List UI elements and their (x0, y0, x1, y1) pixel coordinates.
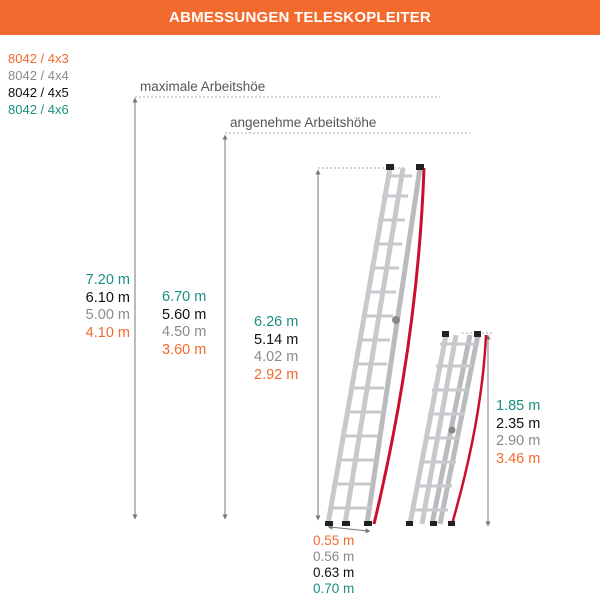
page-title: ABMESSUNGEN TELESKOPLEITER (169, 9, 431, 26)
max-height-label: maximale Arbeitshöe (140, 79, 266, 94)
model-legend: 8042 / 4x3 8042 / 4x4 8042 / 4x5 8042 / … (8, 50, 69, 118)
folded-height-4x4: 2.90 m (496, 433, 541, 449)
legend-item-4x3: 8042 / 4x3 (8, 51, 69, 66)
extended-ladder (325, 164, 426, 526)
folded-height-4x3: 3.46 m (496, 450, 541, 467)
max-height-4x3: 4.10 m (85, 324, 130, 341)
folded-height-values: 1.85 m 2.35 m 2.90 m 3.46 m (496, 398, 540, 468)
comfortable-height-label: angenehme Arbeitshöhe (230, 115, 377, 130)
base-width-values: 0.55 m 0.56 m 0.63 m 0.70 m (313, 533, 354, 597)
folded-ladder (406, 331, 488, 526)
legend-item-4x4: 8042 / 4x4 (8, 68, 69, 83)
folded-height-dimension-line (462, 332, 492, 527)
ladder-height-4x4: 4.02 m (254, 349, 299, 365)
ladder-height-4x6: 6.26 m (254, 314, 299, 330)
base-width-4x6: 0.70 m (313, 581, 355, 596)
comfortable-height-4x6: 6.70 m (162, 289, 207, 305)
max-height-4x5: 6.10 m (85, 289, 130, 306)
title-banner: ABMESSUNGEN TELESKOPLEITER (0, 0, 600, 35)
base-width-dimension-line (327, 524, 371, 534)
legend-item-4x6: 8042 / 4x6 (8, 102, 69, 117)
max-height-values: 7.20 m 6.10 m 5.00 m 4.10 m (66, 272, 130, 342)
legend-item-4x5: 8042 / 4x5 (8, 85, 69, 100)
base-width-4x4: 0.56 m (313, 549, 355, 564)
ladder-height-4x5: 5.14 m (254, 331, 299, 348)
comfortable-height-4x5: 5.60 m (162, 306, 207, 323)
comfortable-height-4x4: 4.50 m (162, 324, 207, 340)
folded-height-4x5: 2.35 m (496, 415, 541, 432)
comfortable-height-values: 6.70 m 5.60 m 4.50 m 3.60 m (162, 289, 206, 359)
comfortable-height-dimension-line (222, 132, 470, 520)
max-height-4x6: 7.20 m (85, 272, 130, 288)
base-width-4x5: 0.63 m (313, 565, 355, 580)
ladder-height-4x3: 2.92 m (254, 366, 299, 383)
base-width-4x3: 0.55 m (313, 533, 355, 548)
ladder-height-values: 6.26 m 5.14 m 4.02 m 2.92 m (254, 314, 298, 384)
max-height-dimension-line (132, 96, 440, 520)
folded-height-4x6: 1.85 m (496, 398, 541, 414)
comfortable-height-4x3: 3.60 m (162, 341, 207, 358)
max-height-4x4: 5.00 m (85, 307, 130, 323)
